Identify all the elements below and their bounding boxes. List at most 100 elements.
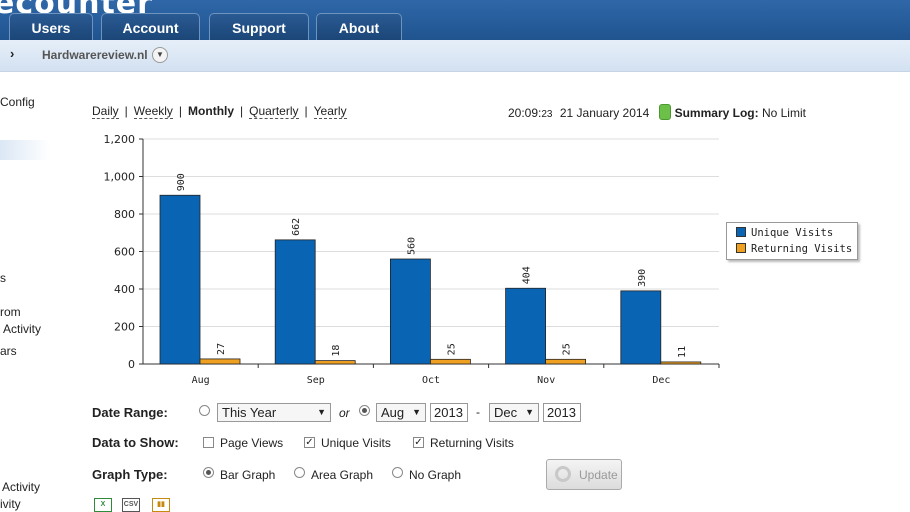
- returning-visits-label[interactable]: Returning Visits: [430, 436, 514, 450]
- sidebar-item-activity[interactable]: Activity: [3, 322, 42, 336]
- y-tick-label: 400: [114, 283, 135, 296]
- date-range-preset-select[interactable]: This Year ▼: [217, 403, 331, 422]
- legend-swatch: [736, 227, 746, 237]
- to-month-select[interactable]: Dec ▼: [489, 403, 539, 422]
- returning-visits-checkbox[interactable]: ✓: [413, 437, 424, 448]
- no-graph-label[interactable]: No Graph: [409, 468, 462, 482]
- period-separator: |: [240, 104, 244, 118]
- tab-support[interactable]: Support: [209, 13, 309, 40]
- x-tick-label: Sep: [307, 375, 325, 386]
- tab-about[interactable]: About: [316, 13, 402, 40]
- data-label: 25: [446, 343, 457, 355]
- from-month-select[interactable]: Aug ▼: [376, 403, 426, 422]
- bar-graph-label[interactable]: Bar Graph: [220, 468, 276, 482]
- period-monthly[interactable]: Monthly: [188, 104, 235, 118]
- select-value: Dec: [494, 405, 518, 420]
- period-separator: |: [124, 104, 128, 118]
- data-label: 27: [216, 343, 227, 355]
- legend-label: Returning Visits: [751, 243, 853, 255]
- period-yearly[interactable]: Yearly: [313, 104, 347, 119]
- bar-returning-visits: [429, 358, 471, 365]
- period-weekly[interactable]: Weekly: [133, 104, 173, 119]
- x-tick-label: Dec: [652, 375, 670, 386]
- excel-export-icon[interactable]: X: [94, 498, 112, 512]
- sidebar-item-s[interactable]: s: [0, 271, 6, 285]
- from-year-input[interactable]: 2013: [430, 403, 468, 422]
- status-date: 21 January 2014: [559, 106, 650, 120]
- no-graph-radio[interactable]: [392, 467, 403, 478]
- dropdown-arrow-icon: ▼: [525, 407, 534, 417]
- area-graph-label[interactable]: Area Graph: [311, 468, 374, 482]
- x-tick-label: Nov: [537, 375, 555, 386]
- unique-visits-checkbox[interactable]: ✓: [304, 437, 315, 448]
- data-label: 404: [522, 266, 533, 284]
- bar-unique-visits: [159, 194, 201, 365]
- page-views-checkbox[interactable]: [203, 437, 214, 448]
- period-quarterly[interactable]: Quarterly: [249, 104, 299, 119]
- sidebar-item-ars[interactable]: ars: [0, 344, 17, 358]
- data-label: 560: [406, 237, 417, 255]
- data-to-show-label: Data to Show:: [92, 435, 179, 450]
- update-button-label: Update: [579, 468, 618, 482]
- range-dash: -: [476, 405, 480, 419]
- bar-unique-visits: [620, 290, 662, 365]
- sidebar-item-ivity[interactable]: ivity: [0, 497, 21, 511]
- refresh-icon: [555, 466, 571, 482]
- select-value: Aug: [381, 405, 405, 420]
- data-label: 390: [637, 269, 648, 287]
- bar-unique-visits: [389, 258, 431, 365]
- sidebar-item-config[interactable]: Config: [0, 95, 35, 109]
- summary-log-label: Summary Log:: [674, 106, 759, 120]
- data-label: 18: [331, 345, 342, 357]
- period-daily[interactable]: Daily: [92, 104, 119, 119]
- unique-visits-label[interactable]: Unique Visits: [321, 436, 391, 450]
- chart-legend: Unique Visits Returning Visits: [726, 222, 858, 260]
- bar-unique-visits: [274, 239, 316, 365]
- csv-export-icon[interactable]: CSV: [122, 498, 140, 512]
- y-tick-label: 1,200: [104, 133, 136, 146]
- period-separator: |: [304, 104, 308, 118]
- data-label: 662: [291, 218, 302, 236]
- date-range-custom-radio[interactable]: [359, 405, 370, 416]
- select-value: This Year: [222, 405, 277, 420]
- status-time: 20:09:: [508, 106, 542, 120]
- sidebar-item-rom[interactable]: rom: [0, 305, 21, 319]
- bar-unique-visits: [505, 287, 547, 365]
- or-text: or: [339, 406, 350, 420]
- legend-entry-returning: Returning Visits: [736, 243, 852, 255]
- to-year-input[interactable]: 2013: [543, 403, 581, 422]
- chevron-down-icon[interactable]: ▼: [152, 47, 168, 63]
- chart-export-icon[interactable]: ▮▮: [152, 498, 170, 512]
- status-clock: 20:09:23 21 January 2014 Summary Log: No…: [508, 104, 806, 120]
- area-graph-radio[interactable]: [294, 467, 305, 478]
- database-icon: [658, 104, 671, 120]
- bar-returning-visits: [199, 358, 241, 365]
- data-label: 900: [176, 173, 187, 191]
- legend-entry-unique: Unique Visits: [736, 227, 833, 239]
- page-views-label[interactable]: Page Views: [220, 436, 284, 450]
- legend-label: Unique Visits: [751, 227, 834, 239]
- date-range-label: Date Range:: [92, 405, 168, 420]
- update-button[interactable]: Update: [546, 459, 622, 490]
- dropdown-arrow-icon: ▼: [317, 407, 326, 417]
- x-tick-label: Oct: [422, 375, 440, 386]
- bar-returning-visits: [314, 360, 356, 365]
- y-tick-label: 1,000: [104, 171, 136, 184]
- data-label: 25: [562, 343, 573, 355]
- bar-returning-visits: [660, 361, 702, 365]
- sidebar-active-highlight: [0, 140, 50, 160]
- tab-users[interactable]: Users: [9, 13, 93, 40]
- visits-bar-chart: 0 200 400 600 800 1,000 1,200 Aug 900 27 Sep 662 18 O…: [104, 133, 720, 386]
- period-selector: Daily | Weekly | Monthly | Quarterly | Yearly: [92, 104, 347, 119]
- bar-returning-visits: [545, 358, 586, 365]
- breadcrumb: › Hardwarereview.nl ▼: [0, 40, 910, 72]
- bar-graph-radio[interactable]: [203, 467, 214, 478]
- top-nav-bar: ecounter Users Account Support About: [0, 0, 910, 40]
- breadcrumb-site-name[interactable]: Hardwarereview.nl: [42, 48, 148, 62]
- date-range-preset-radio[interactable]: [199, 405, 210, 416]
- status-seconds: 23: [541, 109, 553, 120]
- sidebar-item-activity-2[interactable]: Activity: [2, 480, 41, 494]
- tab-account[interactable]: Account: [101, 13, 200, 40]
- summary-log-value: No Limit: [761, 106, 806, 120]
- graph-type-label: Graph Type:: [92, 467, 168, 482]
